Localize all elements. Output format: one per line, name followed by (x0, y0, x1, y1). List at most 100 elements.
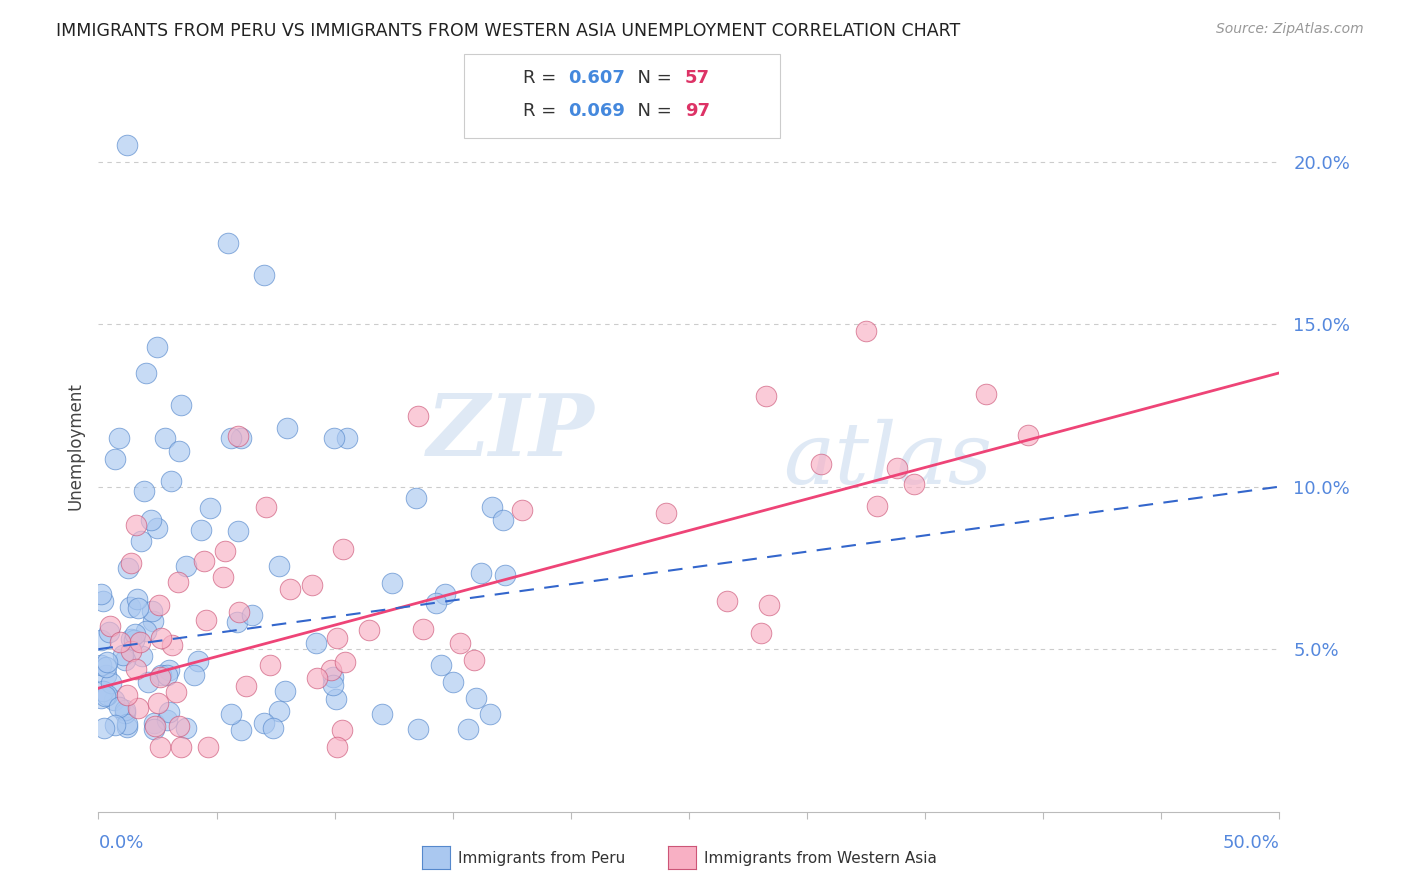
Point (190, 523, 212, 537)
Point (305, 671, 328, 685)
Text: Immigrants from Western Asia: Immigrants from Western Asia (704, 851, 938, 865)
Point (866, 499, 889, 513)
Point (120, 632, 142, 646)
Point (129, 533, 152, 548)
Point (115, 689, 138, 703)
Point (197, 739, 219, 754)
Point (332, 542, 354, 557)
Point (90, 587, 112, 601)
Point (381, 575, 404, 590)
Point (120, 600, 142, 615)
Point (305, 636, 328, 650)
Point (117, 561, 139, 575)
Text: 0.0%: 0.0% (98, 834, 143, 852)
Point (91, 594, 114, 608)
Point (112, 648, 135, 662)
Point (976, 387, 998, 401)
Point (269, 705, 291, 719)
Text: N =: N = (626, 69, 678, 87)
Point (492, 513, 515, 527)
Point (262, 721, 284, 735)
Point (149, 739, 172, 754)
Point (470, 566, 492, 581)
Point (115, 716, 138, 731)
Point (217, 235, 239, 250)
Point (124, 518, 146, 533)
Point (98, 619, 121, 633)
Point (115, 720, 138, 734)
Point (319, 663, 342, 677)
Point (755, 389, 778, 403)
Point (325, 691, 347, 706)
Point (146, 696, 169, 710)
Point (107, 700, 129, 714)
Text: R =: R = (523, 69, 562, 87)
Point (359, 623, 381, 637)
Point (225, 615, 247, 629)
Point (323, 431, 346, 445)
Point (96, 667, 118, 681)
Point (167, 719, 190, 733)
Point (165, 685, 187, 699)
Point (96, 660, 118, 674)
Point (326, 739, 349, 754)
Point (457, 723, 479, 737)
Point (183, 667, 205, 681)
Text: ZIP: ZIP (426, 390, 595, 473)
Point (212, 570, 235, 584)
Point (93, 721, 115, 735)
Point (127, 600, 149, 615)
Point (104, 451, 127, 466)
Point (146, 521, 169, 535)
Point (1017, 427, 1039, 442)
Point (478, 706, 501, 721)
Point (153, 431, 176, 445)
Point (149, 668, 172, 682)
Point (259, 658, 281, 673)
Point (335, 655, 357, 669)
Text: Source: ZipAtlas.com: Source: ZipAtlas.com (1216, 22, 1364, 37)
Point (135, 624, 157, 638)
Point (193, 554, 215, 568)
Point (441, 674, 464, 689)
Point (91, 684, 114, 698)
Point (174, 721, 197, 735)
Point (267, 558, 290, 573)
Point (115, 138, 138, 153)
Point (810, 457, 832, 471)
Point (301, 578, 323, 592)
Point (157, 705, 180, 719)
Point (253, 715, 276, 730)
Point (336, 431, 359, 445)
Point (90, 632, 112, 647)
Text: 0.607: 0.607 (568, 69, 624, 87)
Point (122, 633, 145, 648)
Point (412, 622, 434, 636)
Text: Immigrants from Peru: Immigrants from Peru (458, 851, 626, 865)
Point (108, 635, 131, 649)
Point (749, 626, 772, 640)
Point (114, 706, 136, 720)
Point (149, 669, 172, 683)
Point (330, 723, 353, 738)
Point (235, 680, 257, 694)
Point (406, 722, 429, 736)
Point (716, 594, 738, 608)
Point (194, 613, 217, 627)
Point (96, 656, 118, 670)
Point (143, 715, 166, 730)
Point (160, 638, 183, 652)
Point (278, 582, 301, 596)
Point (174, 559, 197, 574)
Point (240, 607, 263, 622)
Point (276, 421, 298, 435)
Point (371, 707, 394, 722)
Point (465, 690, 488, 705)
Point (128, 635, 150, 649)
Point (96, 688, 118, 702)
Point (903, 476, 925, 491)
Point (120, 556, 142, 570)
Point (226, 524, 249, 538)
Point (214, 543, 236, 558)
Text: R =: R = (523, 102, 562, 120)
